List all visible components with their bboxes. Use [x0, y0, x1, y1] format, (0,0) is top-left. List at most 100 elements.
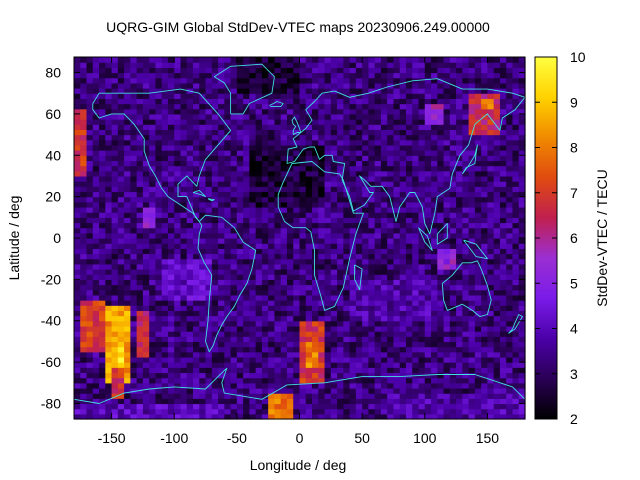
- heatmap-cell: [424, 367, 432, 374]
- heatmap-cell: [174, 387, 182, 394]
- heatmap-cell: [124, 170, 131, 177]
- heatmap-cell: [105, 206, 113, 213]
- heatmap-cell: [149, 362, 157, 368]
- heatmap-cell: [324, 356, 332, 363]
- heatmap-cell: [268, 325, 276, 332]
- heatmap-cell: [468, 413, 476, 420]
- heatmap-cell: [193, 408, 200, 415]
- heatmap-cell: [218, 398, 225, 405]
- heatmap-cell: [368, 134, 376, 141]
- heatmap-cell: [456, 82, 463, 89]
- heatmap-cell: [249, 248, 257, 255]
- heatmap-cell: [499, 144, 507, 151]
- heatmap-cell: [431, 356, 438, 363]
- heatmap-cell: [412, 315, 420, 322]
- heatmap-cell: [155, 88, 163, 94]
- heatmap-cell: [280, 269, 288, 275]
- heatmap-cell: [449, 310, 457, 317]
- heatmap-cell: [136, 341, 144, 348]
- heatmap-cell: [499, 139, 507, 146]
- heatmap-cell: [80, 331, 88, 337]
- heatmap-cell: [80, 150, 88, 156]
- heatmap-cell: [268, 206, 276, 213]
- heatmap-cell: [224, 175, 232, 182]
- heatmap-cell: [499, 170, 507, 177]
- heatmap-cell: [474, 108, 482, 115]
- heatmap-cell: [355, 160, 363, 167]
- heatmap-cell: [487, 124, 495, 130]
- heatmap-cell: [149, 331, 157, 337]
- heatmap-cell: [362, 393, 369, 399]
- heatmap-cell: [506, 315, 514, 322]
- heatmap-cell: [293, 367, 301, 374]
- heatmap-cell: [512, 274, 520, 280]
- heatmap-cell: [167, 227, 175, 234]
- heatmap-cell: [374, 393, 382, 399]
- heatmap-cell: [280, 82, 288, 89]
- heatmap-cell: [186, 274, 194, 280]
- heatmap-cell: [236, 279, 244, 286]
- heatmap-cell: [86, 387, 94, 394]
- heatmap-cell: [312, 336, 319, 343]
- heatmap-cell: [111, 222, 119, 229]
- heatmap-cell: [111, 372, 119, 379]
- heatmap-cell: [337, 175, 344, 182]
- heatmap-cell: [506, 356, 514, 363]
- heatmap-cell: [424, 382, 432, 389]
- heatmap-cell: [124, 186, 131, 193]
- heatmap-cell: [142, 284, 150, 291]
- heatmap-cell: [399, 408, 407, 415]
- heatmap-cell: [368, 274, 376, 280]
- heatmap-cell: [243, 186, 250, 193]
- heatmap-cell: [218, 129, 225, 136]
- heatmap-cell: [280, 258, 288, 265]
- heatmap-cell: [130, 294, 138, 301]
- heatmap-cell: [249, 82, 257, 89]
- heatmap-cell: [330, 67, 338, 74]
- heatmap-cell: [167, 175, 175, 182]
- heatmap-cell: [443, 150, 451, 156]
- heatmap-cell: [468, 57, 476, 63]
- heatmap-cell: [199, 387, 207, 394]
- heatmap-cell: [142, 346, 150, 353]
- heatmap-cell: [362, 351, 369, 358]
- heatmap-cell: [230, 93, 238, 99]
- heatmap-cell: [224, 356, 232, 363]
- heatmap-cell: [481, 258, 489, 265]
- heatmap-cell: [280, 320, 288, 327]
- heatmap-cell: [161, 57, 169, 63]
- heatmap-cell: [299, 356, 307, 363]
- heatmap-cell: [86, 356, 94, 363]
- heatmap-cell: [230, 243, 238, 249]
- heatmap-cell: [205, 134, 213, 141]
- heatmap-cell: [424, 186, 432, 193]
- heatmap-cell: [305, 155, 313, 162]
- heatmap-cell: [312, 144, 319, 151]
- heatmap-cell: [80, 289, 88, 296]
- heatmap-cell: [374, 284, 382, 291]
- heatmap-cell: [362, 165, 369, 172]
- heatmap-cell: [293, 320, 301, 327]
- heatmap-cell: [324, 57, 332, 63]
- heatmap-cell: [362, 82, 369, 89]
- heatmap-cell: [286, 170, 294, 177]
- heatmap-cell: [462, 108, 470, 115]
- heatmap-cell: [424, 170, 432, 177]
- heatmap-cell: [499, 113, 507, 120]
- heatmap-cell: [130, 82, 138, 89]
- heatmap-cell: [105, 263, 113, 270]
- heatmap-cell: [387, 336, 395, 343]
- heatmap-cell: [387, 351, 395, 358]
- heatmap-cell: [481, 175, 489, 182]
- heatmap-cell: [230, 186, 238, 193]
- heatmap-cell: [117, 372, 125, 379]
- heatmap-cell: [174, 119, 182, 125]
- heatmap-cell: [324, 98, 332, 105]
- heatmap-cell: [399, 196, 407, 203]
- heatmap-cell: [337, 113, 344, 120]
- heatmap-cell: [86, 77, 94, 84]
- heatmap-cell: [299, 284, 307, 291]
- heatmap-cell: [337, 222, 344, 229]
- heatmap-cell: [174, 103, 182, 110]
- heatmap-cell: [487, 144, 495, 151]
